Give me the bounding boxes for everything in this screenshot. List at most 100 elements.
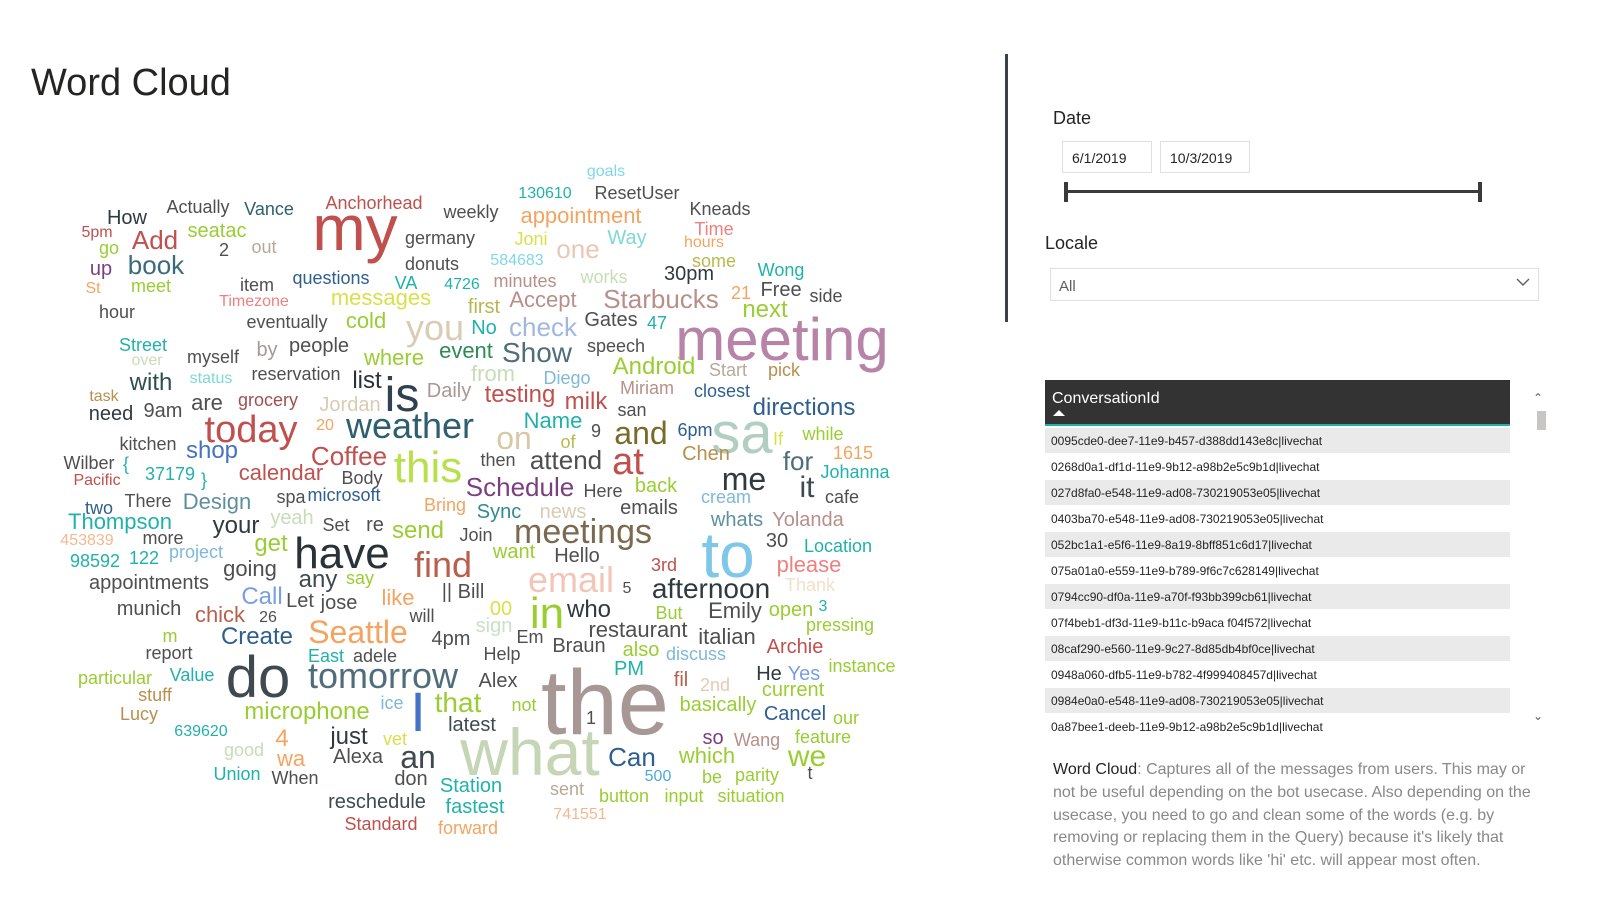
word-cloud-word[interactable]: Diego	[543, 368, 591, 388]
word-cloud-word[interactable]: 47	[646, 313, 668, 333]
word-cloud-word[interactable]: speech	[586, 336, 646, 356]
word-cloud-word[interactable]: afternoon	[651, 573, 771, 604]
word-cloud-word[interactable]: 9am	[143, 400, 183, 422]
word-cloud-word[interactable]: Create	[220, 623, 294, 650]
word-cloud-word[interactable]: When	[271, 768, 319, 788]
word-cloud-word[interactable]: more	[142, 528, 184, 548]
word-cloud-word[interactable]: project	[168, 542, 224, 562]
word-cloud-word[interactable]: today	[204, 409, 298, 451]
word-cloud-word[interactable]: But	[655, 603, 683, 623]
word-cloud-word[interactable]: please	[776, 552, 842, 577]
word-cloud-word[interactable]: Archie	[766, 636, 824, 658]
word-cloud-word[interactable]: Gates	[584, 309, 638, 331]
word-cloud-word[interactable]: closest	[693, 381, 751, 401]
word-cloud-word[interactable]: jose	[320, 592, 358, 614]
word-cloud-word[interactable]: meetings	[514, 513, 652, 551]
word-cloud-word[interactable]: check	[509, 312, 577, 342]
word-cloud-word[interactable]: Yes	[787, 663, 821, 685]
word-cloud-word[interactable]: Alex	[478, 670, 518, 692]
word-cloud-word[interactable]: meet	[130, 276, 172, 296]
word-cloud-word[interactable]: }	[200, 470, 208, 490]
word-cloud-word[interactable]: goals	[586, 163, 626, 180]
word-cloud-word[interactable]: VA	[394, 273, 418, 293]
word-cloud-word[interactable]: me	[721, 461, 767, 497]
word-cloud-word[interactable]: adele	[352, 646, 398, 666]
word-cloud-word[interactable]: minutes	[493, 271, 557, 291]
word-cloud-word[interactable]: instance	[828, 656, 896, 676]
word-cloud-word[interactable]: Timezone	[219, 293, 289, 310]
word-cloud-word[interactable]: Design	[182, 489, 252, 514]
word-cloud-word[interactable]: wa	[276, 746, 306, 771]
word-cloud-word[interactable]: Accept	[509, 287, 577, 312]
word-cloud-word[interactable]: Here	[583, 481, 623, 501]
word-cloud-word[interactable]: Actually	[166, 197, 230, 217]
word-cloud-word[interactable]: latest	[448, 714, 496, 736]
word-cloud-word[interactable]: Miriam	[620, 378, 674, 398]
word-cloud-word[interactable]: for	[782, 446, 814, 476]
scroll-up-icon[interactable]: ⌃	[1533, 391, 1544, 405]
word-cloud-word[interactable]: be	[701, 767, 723, 787]
word-cloud-word[interactable]: Set	[322, 515, 350, 535]
word-cloud-word[interactable]: your	[212, 512, 260, 539]
word-cloud-word[interactable]: Body	[341, 468, 383, 488]
word-cloud-word[interactable]: back	[634, 475, 678, 497]
word-cloud-word[interactable]: basically	[679, 694, 757, 716]
word-cloud-word[interactable]: milk	[564, 388, 608, 415]
word-cloud-word[interactable]: 3	[818, 598, 828, 615]
word-cloud-word[interactable]: Start	[708, 360, 748, 380]
word-cloud-word[interactable]: like	[381, 585, 415, 610]
word-cloud-word[interactable]: also	[622, 639, 660, 661]
word-cloud-word[interactable]: 5pm	[81, 224, 113, 241]
word-cloud-word[interactable]: any	[298, 566, 338, 593]
word-cloud-word[interactable]: out	[251, 237, 277, 257]
word-cloud-word[interactable]: Way	[607, 227, 647, 249]
word-cloud-word[interactable]: 1615	[832, 443, 874, 463]
word-cloud-word[interactable]: t	[807, 763, 813, 783]
word-cloud-word[interactable]: 37179	[144, 464, 196, 484]
word-cloud-word[interactable]: appointments	[88, 572, 210, 594]
word-cloud-word[interactable]: which	[678, 743, 736, 768]
word-cloud-word[interactable]: seatac	[187, 220, 247, 242]
word-cloud-word[interactable]: Daily	[426, 380, 472, 402]
word-cloud-word[interactable]: our	[832, 708, 860, 728]
word-cloud-word[interactable]: 584683	[490, 252, 544, 269]
word-cloud-word[interactable]: good	[223, 740, 265, 760]
word-cloud-word[interactable]: sa	[711, 401, 773, 466]
word-cloud-word[interactable]: to	[701, 519, 755, 591]
word-cloud-word[interactable]: Braun	[552, 635, 606, 657]
word-cloud-word[interactable]: by	[256, 339, 278, 361]
word-cloud-word[interactable]: on	[496, 420, 532, 456]
word-cloud-word[interactable]: Johanna	[820, 462, 890, 482]
date-range-end-handle[interactable]	[1478, 182, 1482, 202]
word-cloud-word[interactable]: open	[768, 599, 814, 621]
word-cloud-word[interactable]: 1	[585, 708, 597, 728]
word-cloud-word[interactable]: is	[384, 369, 420, 422]
word-cloud-word[interactable]: situation	[717, 786, 785, 806]
date-range-track[interactable]	[1066, 190, 1480, 193]
word-cloud-word[interactable]: East	[307, 646, 345, 666]
word-cloud-word[interactable]: san	[617, 400, 647, 420]
word-cloud-word[interactable]: so	[702, 727, 724, 749]
word-cloud-word[interactable]: email	[527, 559, 615, 600]
word-cloud-word[interactable]: yeah	[270, 507, 314, 529]
word-cloud-word[interactable]: go	[98, 238, 120, 258]
word-cloud-word[interactable]: Yolanda	[772, 509, 844, 531]
word-cloud-word[interactable]: Chen	[682, 443, 730, 465]
word-cloud-word[interactable]: one	[556, 234, 600, 264]
word-cloud-word[interactable]: particular	[77, 668, 153, 688]
word-cloud-word[interactable]: Union	[213, 764, 261, 784]
table-row[interactable]: 07f4beb1-df3d-11e9-b11c-b9aca f04f572|li…	[1045, 610, 1510, 636]
word-cloud-word[interactable]: this	[393, 443, 463, 492]
word-cloud-word[interactable]: Schedule	[465, 472, 575, 502]
word-cloud-word[interactable]: 2	[218, 240, 230, 260]
word-cloud-word[interactable]: Bring	[423, 495, 467, 515]
table-row[interactable]: 0794cc90-df0a-11e9-a70f-f93bb399cb61|liv…	[1045, 584, 1510, 610]
word-cloud-word[interactable]: Emily	[708, 598, 762, 623]
word-cloud-word[interactable]: || Bill	[441, 581, 485, 603]
word-cloud-word[interactable]: Seattle	[308, 614, 408, 650]
word-cloud-word[interactable]: pick	[767, 360, 801, 380]
table-row[interactable]: 052bc1a1-e5f6-11e9-8a19-8bff851c6d17|liv…	[1045, 532, 1510, 558]
word-cloud-word[interactable]: just	[330, 723, 368, 750]
table-row[interactable]: 0948a060-dfb5-11e9-b782-4f999408457d|liv…	[1045, 662, 1510, 688]
word-cloud-word[interactable]: first	[467, 296, 501, 318]
